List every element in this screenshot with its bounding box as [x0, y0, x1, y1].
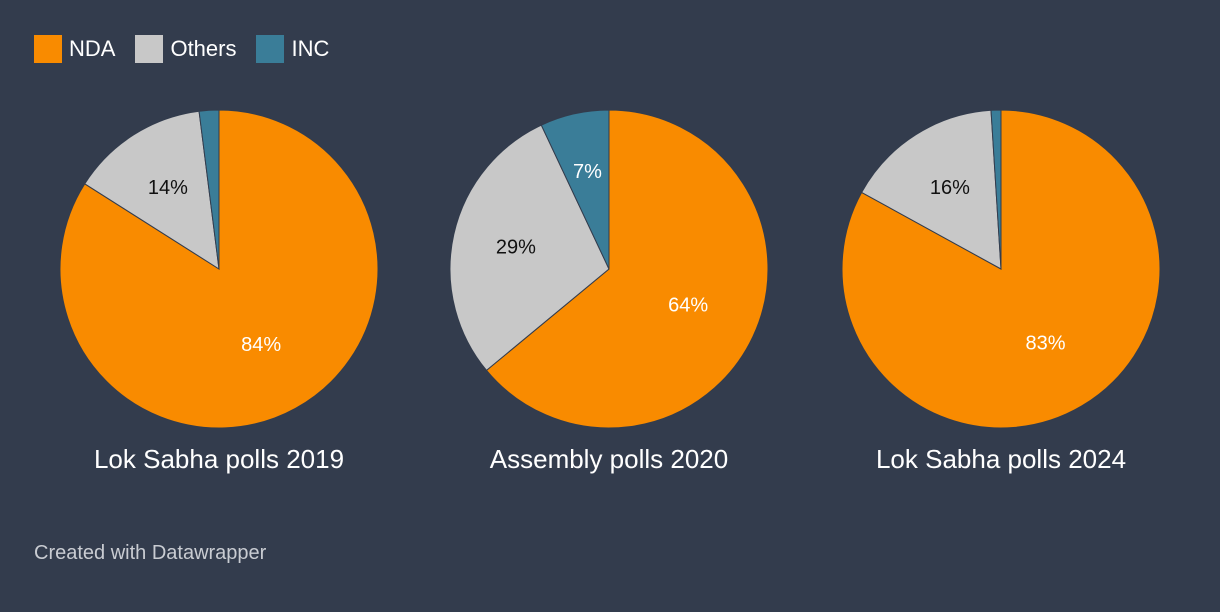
pie-2-slice-nda: [485, 109, 769, 429]
pie-2-label-inc: 7%: [573, 161, 602, 183]
credit-text: Created with Datawrapper: [34, 542, 267, 564]
pie-2-slice-others: [449, 124, 610, 372]
pie-2-label-others: 29%: [496, 236, 536, 258]
chart-legend: NDA Others INC: [34, 35, 349, 63]
pie-1-slice-others: [84, 110, 220, 270]
pie-3-title: Lok Sabha polls 2024: [876, 444, 1126, 474]
pie-3-slice-others: [860, 109, 1002, 270]
pie-chart-3: 83% 16% Lok Sabha polls 2024: [841, 109, 1161, 474]
pie-1-title: Lok Sabha polls 2019: [94, 444, 344, 474]
legend-swatch-others: [135, 35, 164, 63]
pie-charts: 84% 14% Lok Sabha polls 2019 64% 29% 7% Assemb…: [59, 109, 1161, 474]
pie-1-label-nda: 84%: [241, 334, 281, 356]
legend-item-inc: INC: [256, 35, 329, 63]
pie-3-label-nda: 83%: [1025, 333, 1065, 355]
legend-label-inc: INC: [291, 36, 330, 61]
pie-1-label-others: 14%: [148, 177, 188, 199]
pie-2-title: Assembly polls 2020: [490, 444, 728, 474]
pie-chart-2: 64% 29% 7% Assembly polls 2020: [449, 109, 769, 474]
pie-chart-1: 84% 14% Lok Sabha polls 2019: [59, 109, 379, 474]
legend-swatch-inc: [256, 35, 285, 63]
pie-1-slice-inc: [198, 109, 220, 270]
legend-swatch-nda: [34, 35, 62, 63]
pie-2-slice-inc: [540, 109, 610, 270]
legend-label-others: Others: [170, 36, 237, 61]
pie-2-label-nda: 64%: [668, 294, 708, 316]
legend-item-others: Others: [135, 35, 236, 63]
pie-3-slice-inc: [990, 109, 1002, 270]
legend-label-nda: NDA: [69, 36, 116, 61]
legend-item-nda: NDA: [34, 35, 115, 63]
pie-3-label-others: 16%: [930, 177, 970, 199]
